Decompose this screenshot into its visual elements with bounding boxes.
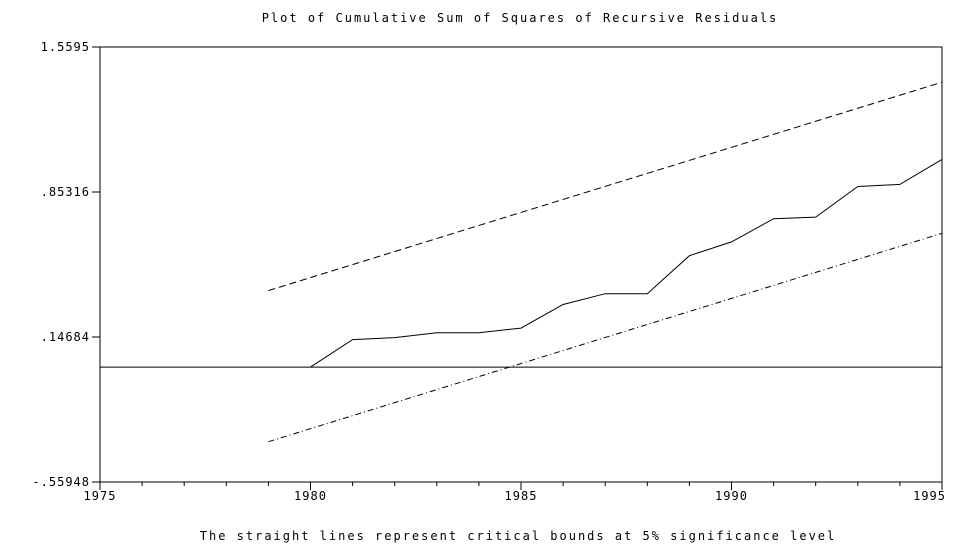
chart-title: Plot of Cumulative Sum of Squares of Rec…	[262, 11, 779, 25]
y-tick-label: 1.5595	[41, 40, 90, 54]
chart-caption: The straight lines represent critical bo…	[200, 529, 837, 543]
plot-area	[99, 46, 943, 483]
series-line-dashed	[268, 81, 943, 292]
y-tick-label: .85316	[41, 185, 90, 199]
series-line-solid	[310, 158, 943, 368]
y-axis: 1.5595 .85316 .14684 -.55948	[32, 40, 100, 489]
x-tick-label: 1975	[84, 489, 117, 503]
series-layer	[100, 81, 943, 443]
x-tick-label: 1995	[913, 489, 946, 503]
y-tick-label: .14684	[41, 330, 90, 344]
x-tick-label: 1990	[715, 489, 748, 503]
y-tick-label: -.55948	[32, 475, 90, 489]
x-axis: 1975 1980 1985 1990 1995	[84, 482, 946, 503]
series-line-dash-dot	[268, 232, 943, 443]
x-tick-label: 1980	[294, 489, 327, 503]
x-tick-label: 1985	[505, 489, 538, 503]
